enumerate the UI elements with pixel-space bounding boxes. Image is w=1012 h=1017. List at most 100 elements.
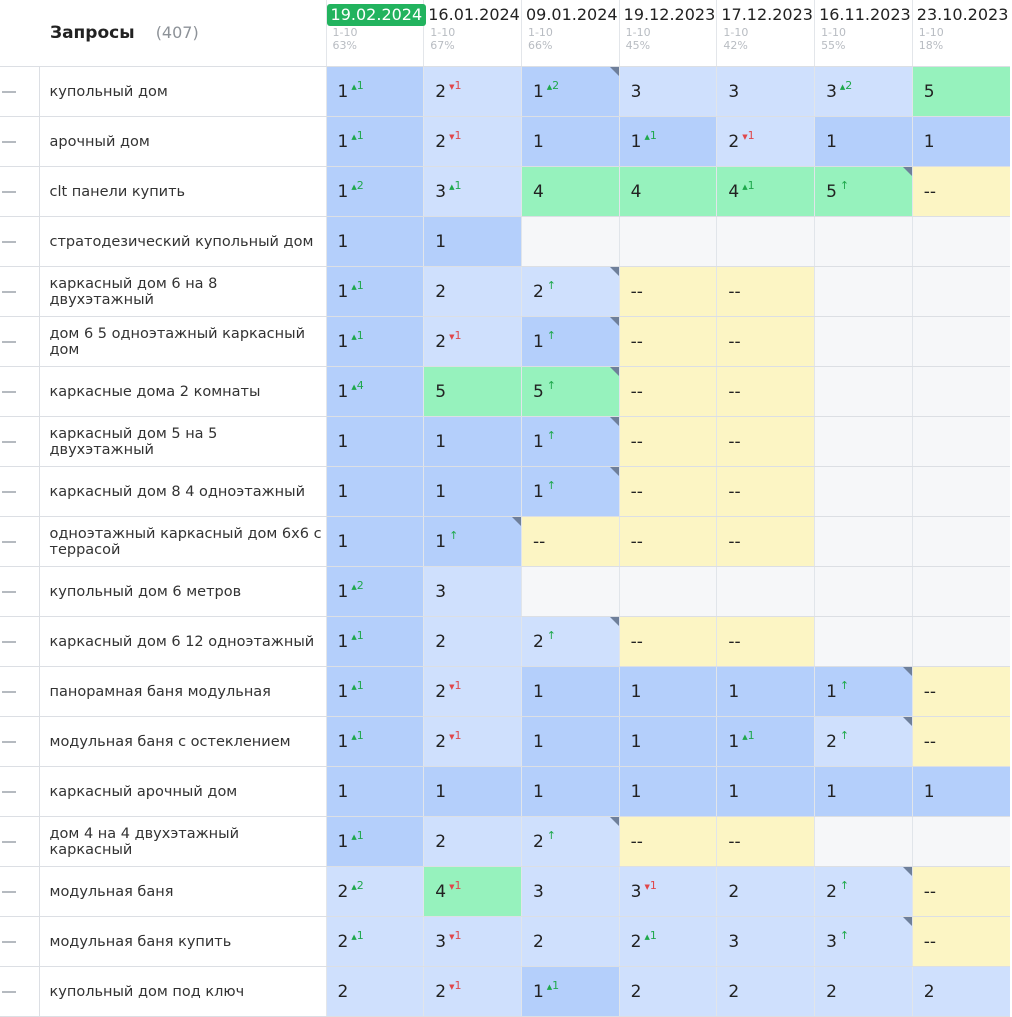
- query-row[interactable]: каркасный дом 5 на 5 двухэтажный 1 1 1 ↑ -- --: [0, 416, 1010, 467]
- position-cell[interactable]: 1: [325, 416, 424, 467]
- row-handle[interactable]: [0, 166, 40, 217]
- position-cell[interactable]: 2 ▼1: [423, 716, 522, 767]
- position-cell[interactable]: 1: [618, 666, 717, 717]
- position-cell[interactable]: 1 ▲1: [325, 66, 424, 117]
- query-row[interactable]: каркасный дом 8 4 одноэтажный 1 1 1 ↑ -- --: [0, 466, 1010, 517]
- position-cell[interactable]: 2: [325, 966, 424, 1017]
- query-text[interactable]: панорамная баня модульная: [39, 666, 327, 717]
- position-cell[interactable]: 2 ▲2: [325, 866, 424, 917]
- position-cell[interactable]: 3 ▲2: [814, 66, 913, 117]
- date-column-header[interactable]: 16.11.2023 1-10 55%: [814, 0, 913, 67]
- position-cell[interactable]: --: [618, 416, 717, 467]
- row-handle[interactable]: [0, 366, 40, 417]
- position-cell[interactable]: --: [618, 466, 717, 517]
- drag-handle-icon[interactable]: [2, 391, 16, 393]
- query-text[interactable]: купольный дом: [39, 66, 327, 117]
- row-handle[interactable]: [0, 766, 40, 817]
- row-handle[interactable]: [0, 466, 40, 517]
- row-handle[interactable]: [0, 716, 40, 767]
- query-row[interactable]: купольный дом под ключ 2 2 ▼1 1 ▲1 2 2 2 2: [0, 966, 1010, 1017]
- query-row[interactable]: дом 6 5 одноэтажный каркасный дом 1 ▲1 2 ▼1 1…: [0, 316, 1010, 367]
- query-text[interactable]: одноэтажный каркасный дом 6х6 с террасой: [39, 516, 327, 567]
- position-cell[interactable]: 3: [423, 566, 522, 617]
- position-cell[interactable]: 2 ▼1: [423, 966, 522, 1017]
- position-cell[interactable]: 4: [520, 166, 620, 217]
- position-cell[interactable]: 1: [423, 416, 522, 467]
- row-handle[interactable]: [0, 916, 40, 967]
- position-cell[interactable]: 1: [618, 716, 717, 767]
- query-row[interactable]: дом 4 на 4 двухэтажный каркасный 1 ▲1 2 2 ↑ --…: [0, 816, 1010, 867]
- position-cell[interactable]: --: [911, 666, 1010, 717]
- position-cell[interactable]: 2: [716, 866, 815, 917]
- position-cell[interactable]: 1 ▲1: [325, 316, 424, 367]
- drag-handle-icon[interactable]: [2, 441, 16, 443]
- position-cell[interactable]: --: [716, 266, 815, 317]
- position-cell[interactable]: 1: [520, 766, 620, 817]
- row-handle[interactable]: [0, 66, 40, 117]
- position-cell[interactable]: 1 ↑: [520, 466, 620, 517]
- row-handle[interactable]: [0, 516, 40, 567]
- position-cell[interactable]: 5 ↑: [520, 366, 620, 417]
- row-handle[interactable]: [0, 966, 40, 1017]
- query-text[interactable]: арочный дом: [39, 116, 327, 167]
- position-cell[interactable]: 1: [423, 466, 522, 517]
- query-text[interactable]: каркасный дом 6 12 одноэтажный: [39, 616, 327, 667]
- position-cell[interactable]: 2 ▼1: [423, 66, 522, 117]
- date-column-header[interactable]: 17.12.2023 1-10 42%: [716, 0, 815, 67]
- date-column-header[interactable]: 19.02.2024 1-10 63%: [325, 0, 427, 67]
- query-row[interactable]: одноэтажный каркасный дом 6х6 с террасой…: [0, 516, 1010, 567]
- position-cell[interactable]: 1 ▲1: [325, 116, 424, 167]
- query-row[interactable]: каркасные дома 2 комнаты 1 ▲4 5 5 ↑ -- --: [0, 366, 1010, 417]
- query-row[interactable]: арочный дом 1 ▲1 2 ▼1 1 1 ▲1 2 ▼1 1 1: [0, 116, 1010, 167]
- drag-handle-icon[interactable]: [2, 491, 16, 493]
- position-cell[interactable]: 1: [716, 766, 815, 817]
- position-cell[interactable]: 3: [618, 66, 717, 117]
- query-row[interactable]: модульная баня купить 2 ▲1 3 ▼1 2 2 ▲1 3 3 ↑ --: [0, 916, 1010, 967]
- position-cell[interactable]: 2 ▼1: [423, 316, 522, 367]
- row-handle[interactable]: [0, 616, 40, 667]
- position-cell[interactable]: 1 ▲1: [325, 616, 424, 667]
- position-cell[interactable]: 1: [520, 116, 620, 167]
- drag-handle-icon[interactable]: [2, 791, 16, 793]
- drag-handle-icon[interactable]: [2, 341, 16, 343]
- position-cell[interactable]: --: [618, 516, 717, 567]
- drag-handle-icon[interactable]: [2, 241, 16, 243]
- position-cell[interactable]: 4 ▼1: [423, 866, 522, 917]
- position-cell[interactable]: --: [716, 466, 815, 517]
- position-cell[interactable]: 1: [814, 766, 913, 817]
- position-cell[interactable]: 1: [325, 466, 424, 517]
- query-row[interactable]: clt панели купить 1 ▲2 3 ▲1 4 4 4 ▲1 5 ↑ --: [0, 166, 1010, 217]
- query-text[interactable]: модульная баня с остеклением: [39, 716, 327, 767]
- position-cell[interactable]: 1 ▲1: [325, 716, 424, 767]
- position-cell[interactable]: 2 ↑: [814, 866, 913, 917]
- query-text[interactable]: купольный дом под ключ: [39, 966, 327, 1017]
- position-cell[interactable]: 2 ▲1: [325, 916, 424, 967]
- row-handle[interactable]: [0, 816, 40, 867]
- row-handle[interactable]: [0, 266, 40, 317]
- query-text[interactable]: купольный дом 6 метров: [39, 566, 327, 617]
- row-handle[interactable]: [0, 416, 40, 467]
- date-column-header[interactable]: 16.01.2024 1-10 67%: [423, 0, 522, 67]
- position-cell[interactable]: --: [911, 866, 1010, 917]
- drag-handle-icon[interactable]: [2, 841, 16, 843]
- position-cell[interactable]: 1 ↑: [423, 516, 522, 567]
- position-cell[interactable]: 1 ▲2: [520, 66, 620, 117]
- position-cell[interactable]: --: [911, 716, 1010, 767]
- position-cell[interactable]: 1 ▲1: [325, 816, 424, 867]
- position-cell[interactable]: --: [618, 366, 717, 417]
- position-cell[interactable]: --: [618, 816, 717, 867]
- position-cell[interactable]: 2 ↑: [520, 816, 620, 867]
- position-cell[interactable]: 2 ▲1: [618, 916, 717, 967]
- position-cell[interactable]: 1 ↑: [814, 666, 913, 717]
- position-cell[interactable]: 1 ▲4: [325, 366, 424, 417]
- drag-handle-icon[interactable]: [2, 141, 16, 143]
- position-cell[interactable]: 1: [423, 216, 522, 267]
- position-cell[interactable]: 2 ↑: [520, 266, 620, 317]
- row-handle[interactable]: [0, 566, 40, 617]
- position-cell[interactable]: 1: [325, 216, 424, 267]
- position-cell[interactable]: 5: [911, 66, 1010, 117]
- position-cell[interactable]: 2: [423, 816, 522, 867]
- position-cell[interactable]: 1 ▲1: [618, 116, 717, 167]
- drag-handle-icon[interactable]: [2, 891, 16, 893]
- position-cell[interactable]: 3 ▼1: [618, 866, 717, 917]
